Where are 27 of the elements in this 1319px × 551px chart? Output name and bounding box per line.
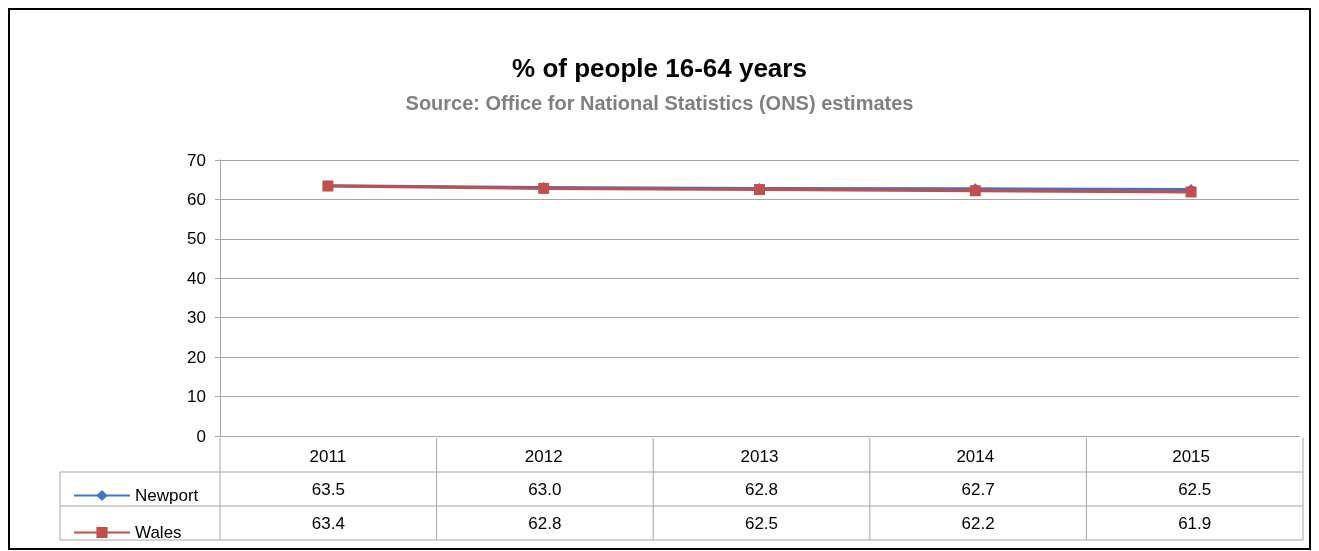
x-tick-label: 2011 <box>309 447 347 466</box>
data-label: 63.4 <box>311 513 345 533</box>
data-label: 62.8 <box>528 513 562 533</box>
data-label: 62.5 <box>744 513 779 533</box>
y-tick-label: 20 <box>187 347 206 367</box>
y-tick-label: 70 <box>187 150 206 170</box>
x-tick-label: 2012 <box>524 447 563 466</box>
chart-subtitle: Source: Office for National Statistics (ONS) estimates <box>405 92 914 114</box>
x-tick-label: 2014 <box>956 447 995 466</box>
x-tick-label: 2015 <box>1172 447 1211 466</box>
data-label: 62.5 <box>1178 479 1212 499</box>
legend-label: Newport <box>135 486 199 505</box>
data-label: 63.0 <box>528 479 562 499</box>
data-label: 62.7 <box>961 479 995 499</box>
y-tick-label: 40 <box>187 268 206 288</box>
chart-title: % of people 16-64 years <box>512 53 807 83</box>
y-tick-label: 60 <box>187 189 206 209</box>
data-label: 62.2 <box>961 513 995 533</box>
data-label: 61.9 <box>1178 513 1212 533</box>
x-tick-label: 2013 <box>740 447 779 466</box>
y-tick-label: 10 <box>187 387 206 407</box>
y-tick-label: 50 <box>187 229 206 249</box>
data-label: 63.5 <box>311 479 345 499</box>
y-tick-label: 30 <box>187 308 206 328</box>
legend-label: Wales <box>135 523 182 542</box>
data-label: 62.8 <box>744 479 779 499</box>
y-tick-label: 0 <box>196 426 206 446</box>
